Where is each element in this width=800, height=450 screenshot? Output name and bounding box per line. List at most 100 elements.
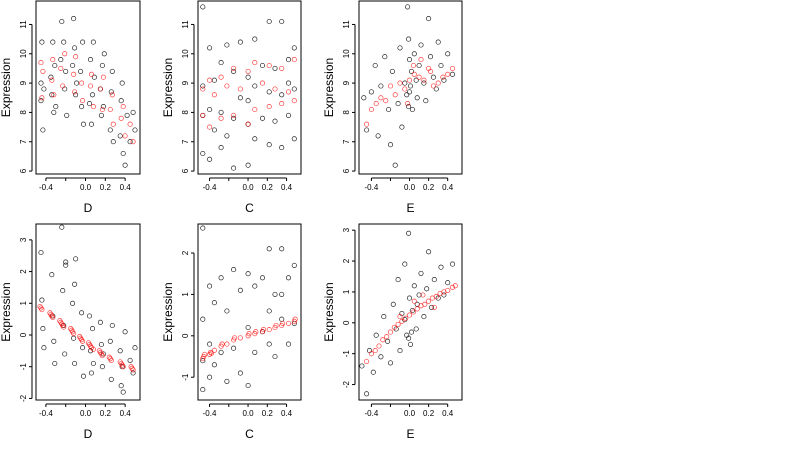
data-point	[207, 374, 213, 380]
data-point	[430, 83, 436, 89]
data-point	[48, 74, 54, 80]
data-point	[441, 77, 447, 83]
data-point	[108, 376, 114, 382]
y-axis: -1 0 1 2	[181, 250, 195, 381]
y-tick-label: -2	[19, 394, 28, 402]
x-tick-label: -0.4	[203, 183, 217, 192]
data-point	[410, 62, 416, 69]
data-point	[120, 150, 126, 157]
data-point	[279, 291, 285, 297]
data-point	[364, 391, 370, 397]
data-point	[231, 165, 237, 171]
data-point	[245, 98, 251, 104]
data-point	[279, 246, 285, 252]
series-red	[364, 283, 458, 364]
data-point	[88, 370, 95, 376]
data-point	[99, 353, 105, 359]
plot-frame	[35, 223, 141, 401]
data-point	[127, 121, 133, 127]
data-point	[41, 345, 47, 351]
data-point	[397, 45, 403, 51]
x-tick-label: -0.4	[364, 183, 378, 192]
data-point	[285, 275, 292, 281]
data-point	[259, 275, 266, 281]
data-point	[39, 39, 45, 45]
data-point	[266, 308, 272, 314]
data-point	[411, 298, 417, 304]
data-point	[124, 112, 130, 118]
data-point	[387, 329, 394, 335]
x-tick-label: 0.4	[120, 183, 132, 192]
data-point	[237, 287, 243, 293]
data-point	[407, 341, 414, 347]
data-point	[39, 297, 45, 303]
x-axis: -0.4 0.0 0.2 0.4	[39, 403, 131, 418]
y-tick-label: 6	[181, 168, 190, 173]
data-point	[79, 80, 85, 86]
data-point	[424, 286, 430, 292]
data-point	[207, 106, 213, 113]
y-tick-label: 10	[342, 49, 351, 58]
data-point	[110, 139, 116, 145]
data-point	[413, 326, 419, 332]
data-point	[86, 313, 93, 319]
x-tick-label: 0.0	[404, 409, 416, 418]
data-point	[426, 298, 432, 304]
data-point	[109, 322, 115, 329]
series-black	[361, 4, 456, 168]
y-tick-label: 2	[19, 269, 28, 274]
data-point	[60, 288, 66, 294]
data-point	[260, 327, 267, 333]
data-point	[384, 334, 390, 340]
data-point	[406, 295, 413, 301]
data-point	[122, 133, 128, 139]
y-tick-label: 7	[181, 139, 190, 144]
data-point	[406, 57, 413, 63]
y-tick-label: -1	[181, 373, 190, 381]
data-point	[40, 127, 46, 133]
data-point	[416, 62, 422, 69]
data-point	[285, 341, 292, 347]
series-red	[38, 51, 136, 145]
data-point	[60, 83, 66, 89]
data-point	[218, 109, 224, 115]
data-point	[49, 313, 55, 319]
y-tick-label: 3	[19, 237, 28, 242]
data-point	[58, 57, 64, 63]
data-point	[80, 121, 87, 127]
plot-frame	[197, 223, 302, 401]
data-point	[80, 338, 86, 344]
data-point	[291, 86, 297, 92]
x-axis-label: C	[245, 427, 254, 441]
data-point	[117, 133, 123, 139]
data-point	[373, 101, 379, 107]
data-point	[237, 86, 243, 92]
x-tick-label: 0.4	[281, 409, 293, 418]
data-point	[101, 51, 107, 57]
data-point	[49, 272, 55, 278]
x-tick-label: 0.2	[262, 183, 274, 192]
data-point	[410, 309, 416, 315]
data-point	[438, 264, 444, 270]
x-tick-label: 0.4	[281, 183, 293, 192]
y-tick-label: 3	[342, 227, 351, 232]
data-point	[386, 106, 392, 113]
data-point	[200, 112, 206, 118]
data-point	[406, 230, 412, 236]
series-red	[200, 57, 297, 130]
data-point	[237, 335, 243, 341]
data-point	[431, 304, 437, 310]
data-point	[38, 60, 44, 66]
x-axis-label: C	[245, 201, 254, 215]
data-point	[74, 80, 80, 86]
data-point	[406, 77, 413, 83]
data-point	[211, 362, 217, 368]
data-point	[122, 329, 128, 335]
data-point	[207, 283, 213, 289]
data-point	[291, 262, 297, 268]
data-point	[232, 335, 238, 341]
data-point	[207, 124, 213, 130]
data-point	[399, 124, 405, 130]
data-point	[418, 57, 424, 63]
